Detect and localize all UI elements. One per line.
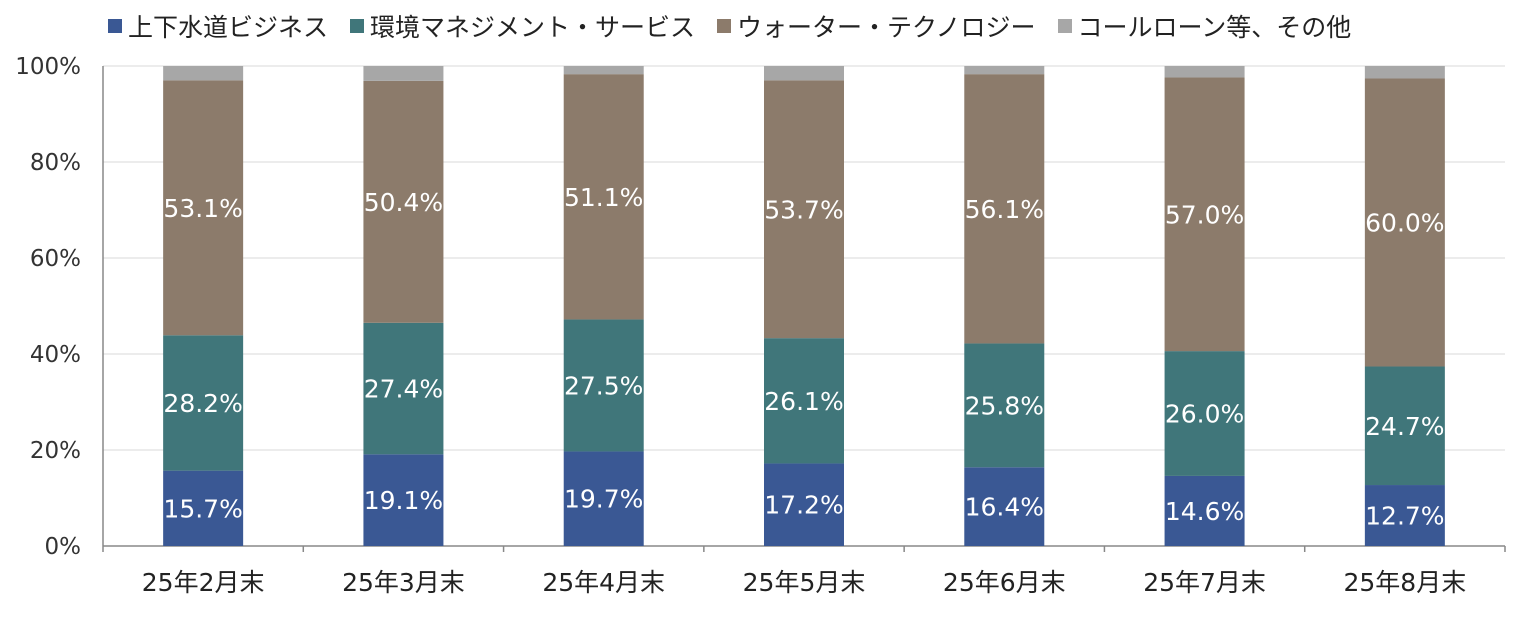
legend-label: コールローン等、その他: [1077, 13, 1352, 42]
data-label: 57.0%: [1165, 200, 1244, 229]
y-tick-label: 20%: [30, 438, 81, 464]
legend-label: 環境マネジメント・サービス: [370, 13, 696, 42]
legend-swatch: [350, 19, 365, 33]
data-label: 14.6%: [1165, 497, 1244, 526]
bar-segment: [764, 80, 844, 339]
bar-segment: [163, 80, 244, 336]
data-label: 12.7%: [1365, 502, 1444, 531]
bar-segment: [563, 74, 644, 320]
bar-segment: [1364, 78, 1445, 367]
legend-item: ウォーター・テクノロジー: [717, 8, 1036, 44]
data-label: 26.1%: [764, 387, 843, 416]
bar-segment: [1164, 66, 1245, 78]
x-tick-label: 25年3月末: [342, 568, 465, 597]
legend-item: 環境マネジメント・サービス: [350, 8, 695, 44]
data-label: 53.1%: [163, 194, 242, 223]
data-label: 50.4%: [364, 188, 443, 217]
legend: 上下水道ビジネス 環境マネジメント・サービス ウォーター・テクノロジー コールロ…: [108, 6, 1373, 46]
data-label: 60.0%: [1365, 208, 1444, 237]
bar-segment: [363, 80, 444, 323]
y-tick-label: 80%: [30, 150, 81, 176]
legend-label: 上下水道ビジネス: [128, 13, 329, 42]
legend-swatch: [108, 19, 122, 33]
data-label: 27.5%: [564, 371, 643, 400]
bar-segment: [964, 74, 1045, 344]
data-label: 56.1%: [965, 195, 1044, 224]
bar-segment: [363, 322, 444, 455]
legend-swatch: [717, 19, 732, 33]
bar-segment: [964, 467, 1045, 546]
data-label: 16.4%: [965, 493, 1044, 522]
legend-swatch: [1057, 19, 1072, 33]
y-tick-label: 60%: [30, 246, 81, 272]
data-label: 51.1%: [564, 183, 643, 212]
data-label: 19.1%: [364, 486, 443, 515]
data-label: 28.2%: [163, 389, 242, 418]
y-tick-label: 0%: [45, 534, 82, 560]
bar-segment: [363, 66, 444, 81]
bar-segment: [163, 470, 244, 546]
bar-segment: [964, 343, 1045, 468]
bar-segment: [1164, 77, 1245, 352]
bar-segment: [1364, 366, 1445, 486]
x-tick-label: 25年6月末: [943, 568, 1066, 597]
bar-segment: [1164, 475, 1245, 546]
bar-segment: [363, 454, 444, 546]
data-label: 53.7%: [764, 195, 843, 224]
bar-segment: [764, 338, 844, 464]
legend-item: 上下水道ビジネス: [108, 8, 328, 44]
y-tick-label: 100%: [15, 54, 81, 80]
data-label: 27.4%: [364, 375, 443, 404]
bar-segment: [163, 335, 244, 471]
y-tick-label: 40%: [30, 342, 81, 368]
x-tick-label: 25年5月末: [743, 568, 866, 597]
x-tick-label: 25年2月末: [142, 568, 265, 597]
bar-segment: [1364, 485, 1445, 546]
data-label: 19.7%: [564, 485, 643, 514]
data-label: 25.8%: [965, 391, 1044, 420]
x-tick-label: 25年8月末: [1343, 568, 1466, 597]
bar-segment: [764, 66, 844, 81]
legend-label: ウォーター・テクノロジー: [737, 13, 1036, 42]
data-label: 15.7%: [163, 494, 242, 523]
bar-segment: [764, 463, 844, 546]
bar-segment: [563, 66, 644, 75]
x-tick-label: 25年7月末: [1143, 568, 1266, 597]
bar-segment: [1364, 66, 1445, 79]
data-label: 17.2%: [764, 491, 843, 520]
data-label: 26.0%: [1165, 400, 1244, 429]
bar-segment: [563, 451, 644, 546]
data-label: 24.7%: [1365, 412, 1444, 441]
bar-segment: [163, 66, 244, 81]
bar-segment: [964, 66, 1045, 75]
legend-item: コールローン等、その他: [1057, 8, 1352, 44]
bar-segment: [563, 319, 644, 452]
x-tick-label: 25年4月末: [542, 568, 665, 597]
bar-segment: [1164, 351, 1245, 476]
